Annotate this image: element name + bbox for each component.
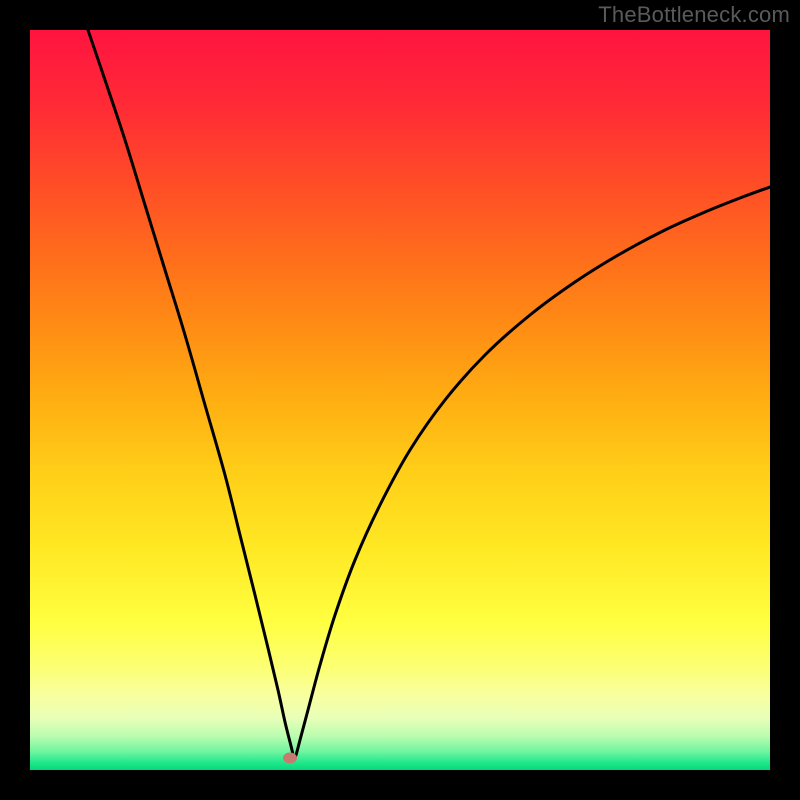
watermark-text: TheBottleneck.com	[598, 2, 790, 28]
minimum-marker	[283, 753, 297, 764]
chart-container: TheBottleneck.com	[0, 0, 800, 800]
gradient-background	[30, 30, 770, 770]
plot-area	[30, 30, 770, 770]
